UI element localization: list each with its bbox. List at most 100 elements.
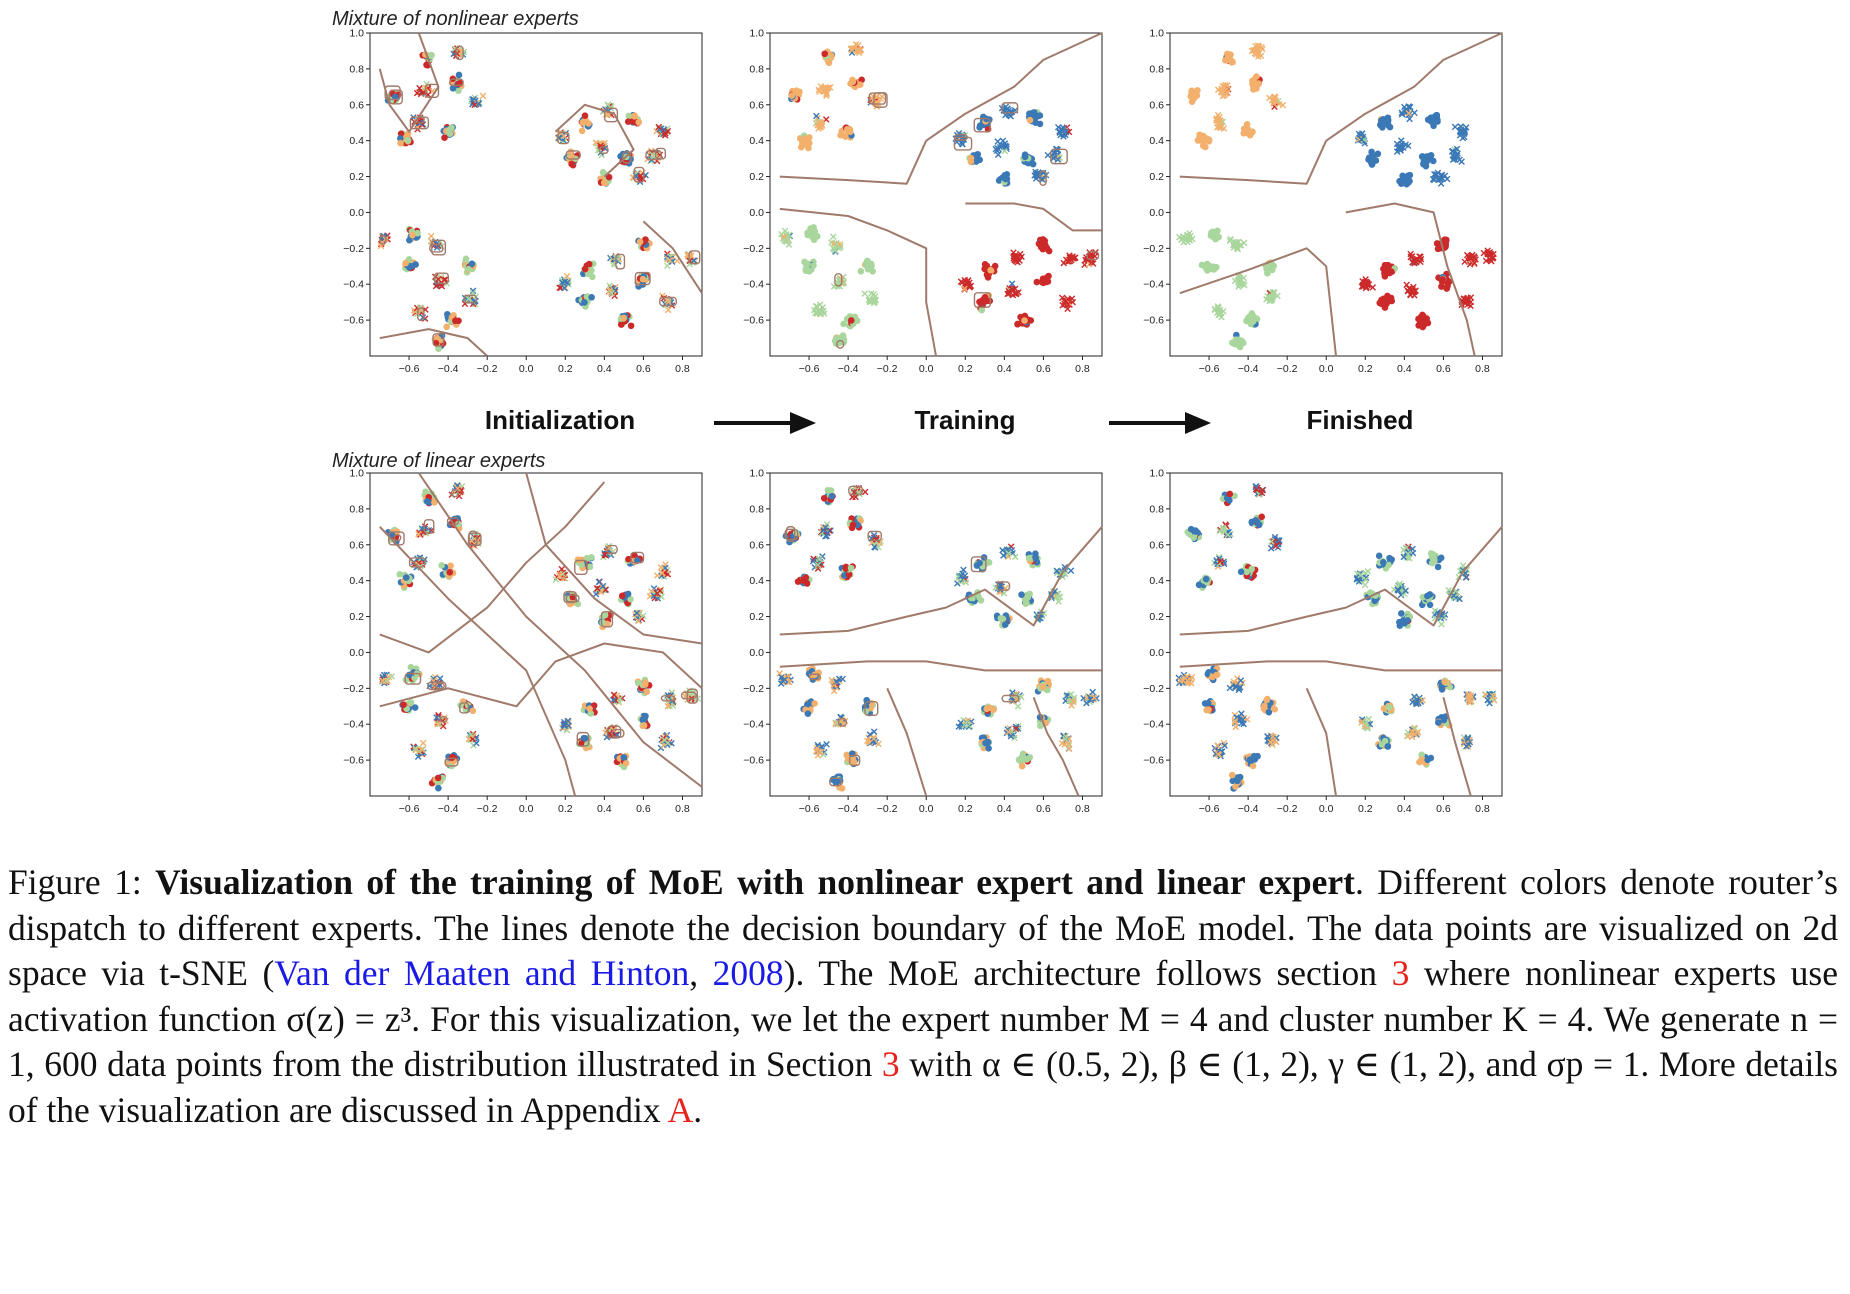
boundary-line — [417, 472, 703, 788]
y-tick-label: 0.6 — [749, 99, 764, 111]
data-point — [397, 139, 404, 147]
data-point — [1250, 752, 1258, 760]
data-point — [986, 704, 993, 712]
data-point — [1449, 147, 1457, 155]
citation-year-link[interactable]: 2008 — [712, 953, 784, 993]
data-point — [1012, 725, 1020, 733]
data-point — [1055, 598, 1062, 605]
data-point — [563, 726, 571, 734]
data-point — [1428, 559, 1436, 567]
boundary-loop — [686, 688, 698, 704]
data-point — [1270, 100, 1277, 107]
appendix-ref-link[interactable]: A — [667, 1089, 694, 1130]
data-point — [809, 233, 816, 241]
y-tick-label: 0.4 — [349, 575, 364, 587]
boundary-line — [379, 328, 488, 357]
data-point — [1355, 578, 1363, 585]
citation-link[interactable]: Van der Maaten and Hinton — [274, 953, 690, 993]
data-point — [1418, 153, 1426, 160]
y-tick-label: 1.0 — [349, 28, 364, 40]
data-point — [1061, 300, 1068, 308]
data-point — [1403, 544, 1410, 552]
data-point — [991, 262, 999, 270]
data-point — [419, 314, 427, 321]
data-point — [808, 224, 816, 232]
boundary-loop — [834, 273, 843, 287]
data-point — [413, 89, 421, 97]
data-point — [847, 564, 855, 572]
x-tick-label: −0.4 — [438, 363, 459, 375]
y-tick-label: −0.2 — [743, 243, 764, 255]
data-point — [1403, 281, 1410, 289]
data-point — [1246, 313, 1253, 321]
data-point — [776, 670, 783, 677]
data-point — [1264, 733, 1271, 740]
data-point — [1258, 513, 1266, 521]
x-tick-label: 0.4 — [1397, 803, 1412, 815]
boundary-loop — [433, 272, 450, 285]
data-point — [455, 71, 463, 79]
boundary-loop — [463, 294, 477, 304]
data-point — [666, 256, 674, 264]
data-point — [467, 731, 475, 738]
data-point — [434, 779, 442, 787]
boundary-loop — [432, 333, 445, 347]
section-ref-link[interactable]: 3 — [1391, 953, 1410, 993]
y-tick-label: −0.6 — [343, 755, 364, 767]
data-point — [1396, 582, 1403, 590]
data-point — [427, 232, 435, 240]
data-point — [396, 570, 404, 578]
data-point — [1371, 597, 1379, 605]
data-point — [600, 179, 608, 186]
boundary-loop — [393, 534, 402, 542]
data-point — [1385, 121, 1392, 129]
data-point — [663, 741, 671, 749]
data-point — [1255, 521, 1263, 529]
data-point — [984, 274, 992, 281]
y-tick-label: 1.0 — [749, 468, 764, 480]
data-point — [1423, 154, 1431, 161]
boundary-loop — [970, 556, 987, 573]
y-tick-label: −0.4 — [343, 719, 364, 731]
data-point — [435, 345, 442, 352]
data-point — [1388, 268, 1395, 276]
data-point — [873, 536, 880, 544]
data-point — [1022, 600, 1030, 608]
boundary-line — [965, 202, 1102, 232]
data-point — [460, 48, 468, 56]
data-point — [1406, 115, 1413, 123]
data-point — [1213, 671, 1220, 679]
data-point — [1434, 245, 1442, 253]
decision-boundary — [779, 32, 1103, 357]
decision-boundary — [1179, 32, 1503, 357]
data-point — [400, 701, 407, 708]
boundary-loop — [598, 146, 609, 155]
x-tick-label: 0.4 — [997, 363, 1012, 375]
data-point — [1234, 777, 1241, 785]
data-point — [865, 263, 873, 270]
data-point — [1190, 95, 1198, 102]
data-point — [981, 298, 988, 305]
section-ref-link[interactable]: 3 — [881, 1044, 900, 1084]
data-point — [780, 233, 788, 241]
data-point — [1018, 591, 1025, 598]
data-point — [625, 555, 632, 563]
data-point — [1440, 716, 1448, 724]
data-point — [1214, 227, 1221, 235]
y-tick-label: 0.0 — [1149, 207, 1164, 219]
x-tick-label: 0.8 — [675, 803, 690, 815]
data-point — [1183, 673, 1191, 680]
data-point — [635, 118, 643, 126]
data-point — [1385, 561, 1392, 569]
data-point — [1424, 756, 1431, 764]
data-point — [1231, 718, 1239, 726]
data-point — [1035, 240, 1043, 248]
data-point — [583, 554, 591, 562]
data-point — [849, 76, 856, 84]
plot-nonlinear-training: −0.6 −0.4 −0.2 0.0 0.2 0.4 0.6 0.8 1.0 0.8 0.6 0.4 0… — [743, 28, 1103, 375]
data-point — [636, 238, 644, 245]
data-point — [397, 135, 404, 142]
data-point — [1264, 269, 1271, 277]
data-point — [1413, 700, 1420, 708]
y-tick-label: 0.0 — [349, 647, 364, 659]
